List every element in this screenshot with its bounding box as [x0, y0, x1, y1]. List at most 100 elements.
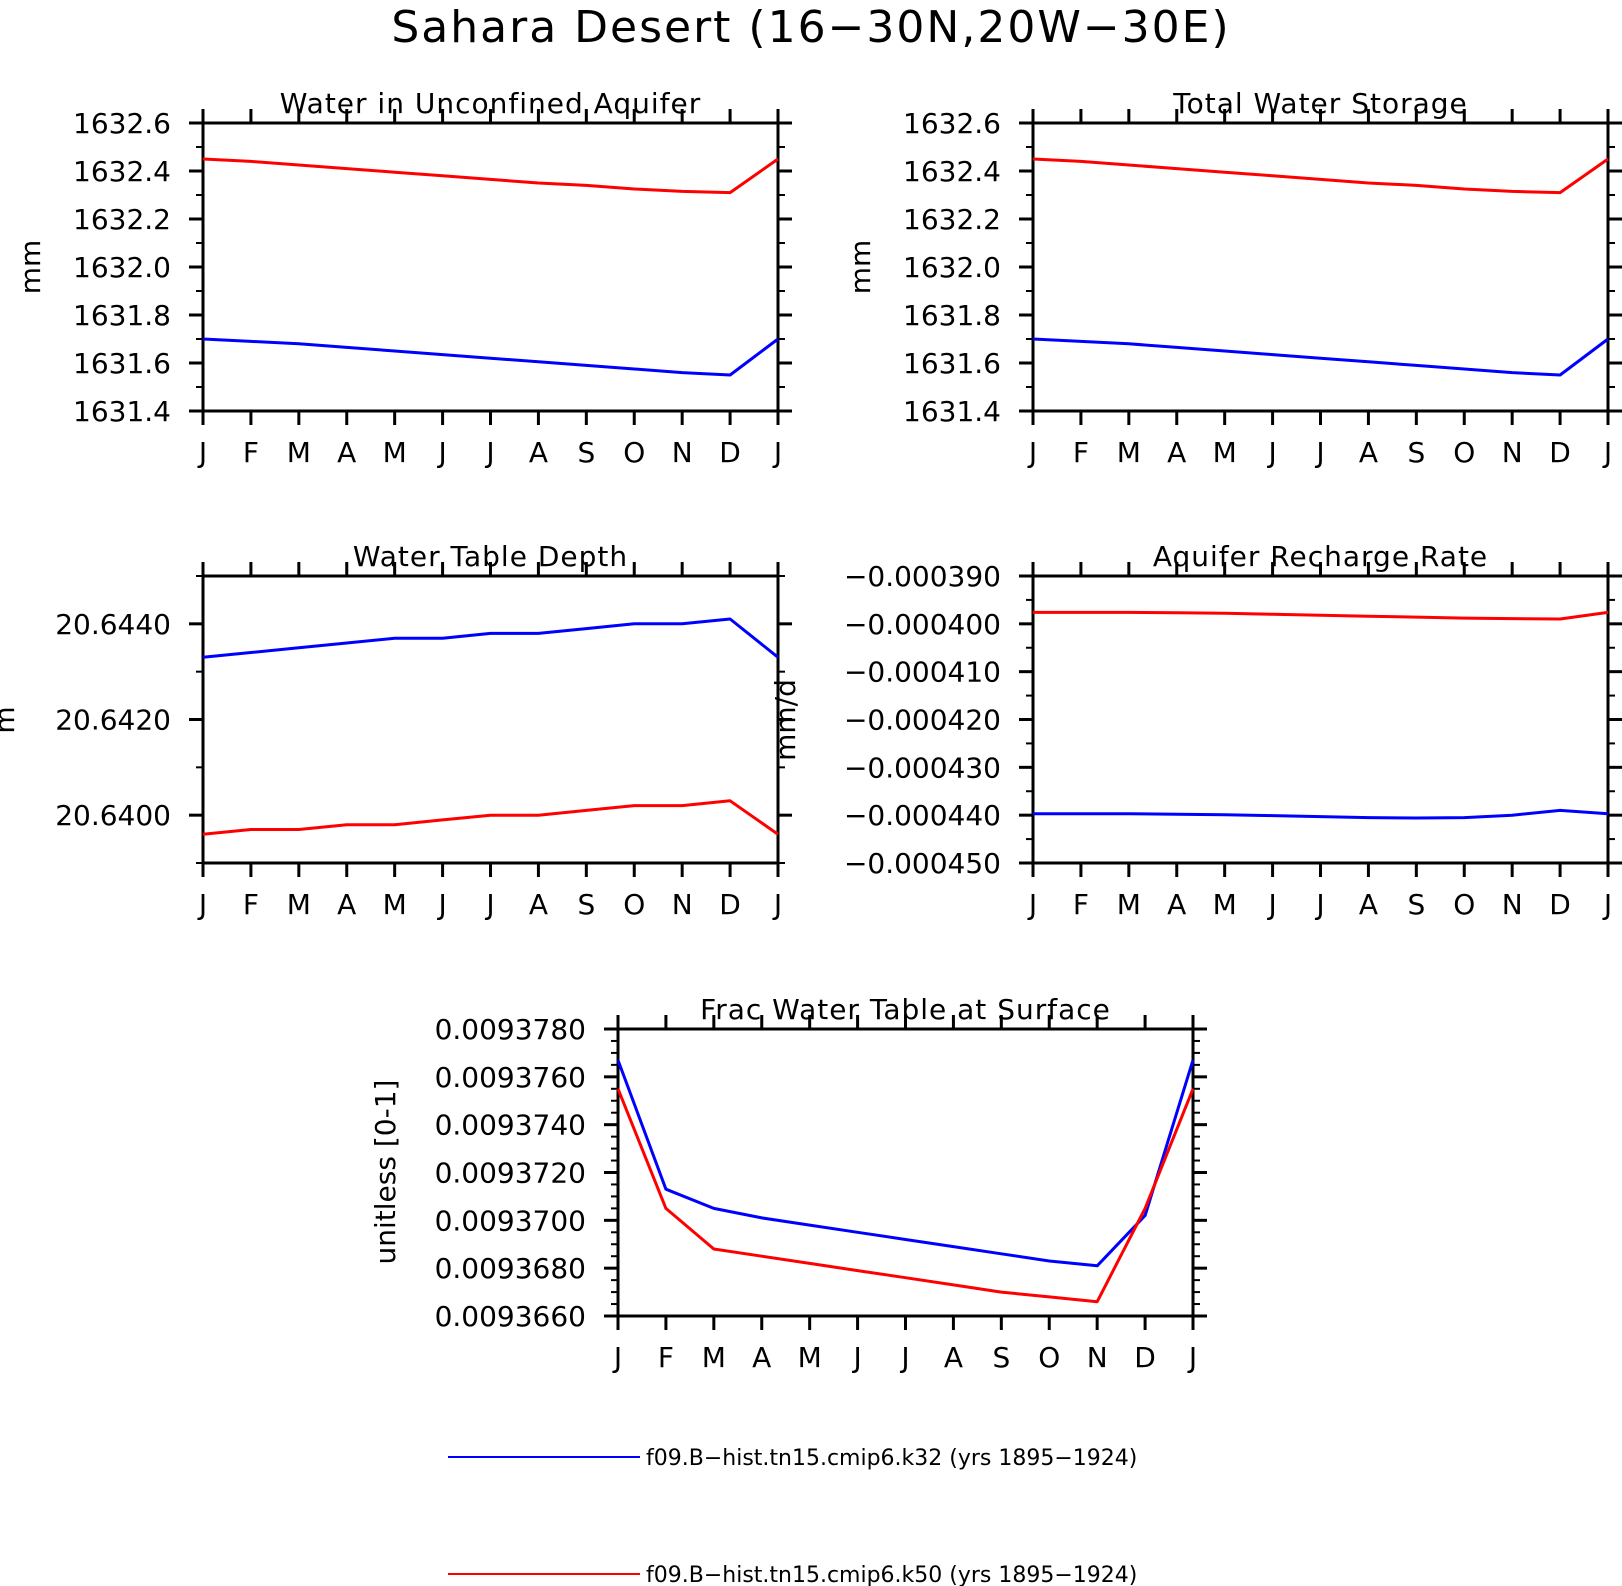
series-line-k32	[1033, 808, 1609, 820]
y-tick-label: −0.000430	[844, 751, 1001, 784]
y-tick-label: 0.0093740	[435, 1109, 586, 1142]
series-line-k32	[616, 1059, 1195, 1268]
x-tick-label: O	[623, 436, 645, 469]
y-tick-label: 1632.2	[73, 203, 171, 236]
x-tick-label: D	[1549, 436, 1571, 469]
y-tick-label: 1632.2	[903, 203, 1001, 236]
x-tick-label: A	[529, 436, 548, 469]
x-tick-label: A	[1167, 436, 1186, 469]
y-tick-label: 1631.4	[903, 395, 1001, 428]
x-tick-label: O	[1453, 888, 1475, 921]
legend: f09.B−hist.tn15.cmip6.k32 (yrs 1895−1924…	[448, 1446, 1137, 1586]
x-tick-label: M	[287, 436, 311, 469]
y-axis-label: mm/d	[769, 679, 802, 761]
plot-frame	[201, 574, 780, 865]
y-tick-label: 1632.6	[903, 107, 1001, 140]
chart-panel-3: Water Table DepthmJFMAMJJASONDJ20.640020…	[0, 540, 792, 921]
y-tick-label: 1631.4	[73, 395, 171, 428]
x-tick-label: J	[1266, 436, 1276, 469]
y-tick-label: 0.0093720	[435, 1157, 586, 1190]
series-line-k50	[1032, 157, 1609, 195]
x-tick-label: N	[672, 888, 693, 921]
x-tick-label: N	[1087, 1341, 1108, 1374]
y-axis-label: mm	[14, 240, 47, 295]
series-line-k50	[1033, 610, 1609, 621]
x-tick-label: S	[577, 888, 595, 921]
x-tick-label: A	[337, 436, 356, 469]
y-tick-label: −0.000390	[844, 560, 1001, 593]
x-tick-label: J	[484, 436, 494, 469]
x-tick-label: M	[383, 888, 407, 921]
series-line-k50	[202, 799, 779, 836]
y-tick-label: 0.0093660	[435, 1300, 586, 1333]
x-tick-label: J	[772, 436, 782, 469]
x-tick-label: M	[1213, 888, 1237, 921]
y-tick-label: 1631.6	[73, 347, 171, 380]
x-tick-label: D	[1134, 1341, 1156, 1374]
x-tick-label: A	[1167, 888, 1186, 921]
y-axis-label: mm	[844, 240, 877, 295]
x-tick-label: S	[992, 1341, 1010, 1374]
y-tick-label: 1631.6	[903, 347, 1001, 380]
y-tick-label: 1632.0	[903, 251, 1001, 284]
y-tick-label: −0.000400	[844, 608, 1001, 641]
x-tick-label: O	[623, 888, 645, 921]
y-axis-label: m	[0, 706, 21, 733]
x-tick-label: A	[337, 888, 356, 921]
x-tick-label: A	[529, 888, 548, 921]
x-tick-label: N	[672, 436, 693, 469]
x-tick-label: J	[772, 888, 782, 921]
x-tick-label: J	[436, 888, 446, 921]
x-tick-label: A	[944, 1341, 963, 1374]
x-tick-label: J	[1314, 888, 1324, 921]
x-tick-label: J	[436, 436, 446, 469]
plot-frame	[201, 121, 780, 413]
y-tick-label: −0.000410	[844, 656, 1001, 689]
x-tick-label: M	[1117, 436, 1141, 469]
y-tick-label: 0.0093760	[435, 1061, 586, 1094]
x-tick-label: M	[798, 1341, 822, 1374]
series-line-k32	[202, 617, 779, 659]
y-tick-label: 1631.8	[903, 299, 1001, 332]
y-tick-label: 1631.8	[73, 299, 171, 332]
x-tick-label: S	[577, 436, 595, 469]
x-tick-label: F	[243, 436, 259, 469]
plot-frame	[1031, 121, 1610, 413]
legend-label-k50: f09.B−hist.tn15.cmip6.k50 (yrs 1895−1924…	[646, 1563, 1137, 1586]
x-tick-label: J	[1602, 888, 1612, 921]
x-tick-label: A	[752, 1341, 771, 1374]
x-tick-label: S	[1407, 888, 1425, 921]
y-tick-label: 0.0093700	[435, 1204, 586, 1237]
x-tick-label: J	[1027, 888, 1037, 921]
y-tick-label: 1632.0	[73, 251, 171, 284]
x-tick-label: M	[702, 1341, 726, 1374]
y-tick-label: 0.0093680	[435, 1252, 586, 1285]
series-line-k32	[202, 337, 779, 377]
y-tick-label: 1632.4	[903, 155, 1001, 188]
x-tick-label: J	[612, 1341, 622, 1374]
y-axis-label: unitless [0-1]	[369, 1080, 402, 1265]
y-tick-label: 0.0093780	[435, 1013, 586, 1046]
y-tick-label: −0.000440	[844, 799, 1001, 832]
x-tick-label: N	[1502, 888, 1523, 921]
x-tick-label: J	[851, 1341, 861, 1374]
x-tick-label: D	[719, 888, 741, 921]
x-tick-label: J	[1027, 436, 1037, 469]
plot-frame	[616, 1027, 1195, 1318]
legend-item-k32: f09.B−hist.tn15.cmip6.k32 (yrs 1895−1924…	[448, 1446, 1137, 1471]
x-tick-label: F	[1073, 436, 1089, 469]
x-tick-label: J	[197, 436, 207, 469]
x-tick-label: M	[1117, 888, 1141, 921]
x-tick-label: A	[1359, 436, 1378, 469]
x-tick-label: J	[1602, 436, 1612, 469]
x-tick-label: D	[719, 436, 741, 469]
series-line-k50	[616, 1088, 1195, 1304]
x-tick-label: J	[1314, 436, 1324, 469]
legend-label-k32: f09.B−hist.tn15.cmip6.k32 (yrs 1895−1924…	[646, 1446, 1137, 1471]
series-line-k50	[202, 157, 779, 195]
